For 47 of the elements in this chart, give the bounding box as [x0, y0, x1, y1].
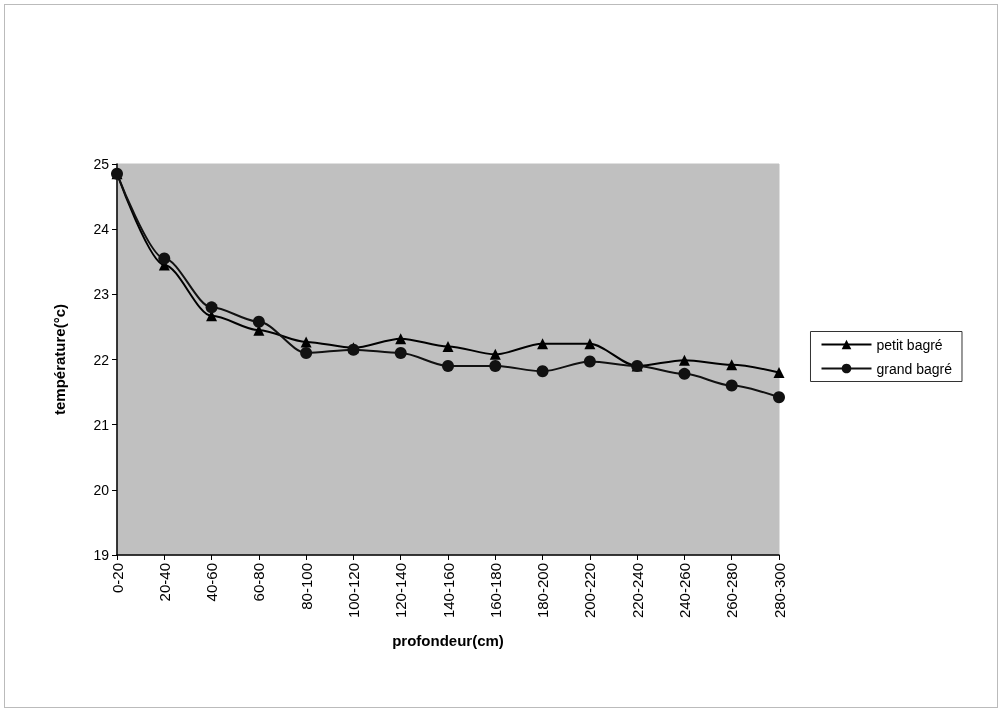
x-tick-label: 240-260 [675, 563, 693, 619]
point [300, 346, 313, 359]
point [205, 301, 218, 314]
x-tick-label: 160-180 [486, 563, 504, 619]
x-tick-label: 60-80 [250, 563, 268, 602]
legend-label: grand bagré [876, 360, 953, 377]
y-tick-label: 20 [93, 481, 110, 498]
x-tick-label: 80-100 [297, 563, 315, 610]
point [584, 338, 596, 350]
y-tick-label: 23 [93, 286, 110, 303]
point [725, 379, 738, 392]
point [442, 360, 454, 373]
point [300, 336, 312, 348]
point [536, 365, 549, 378]
point [252, 315, 265, 328]
legend-label: petit bagré [876, 336, 943, 353]
point [678, 354, 690, 366]
point [158, 252, 171, 265]
x-tick-label: 200-220 [581, 563, 599, 619]
point [537, 338, 549, 350]
point [678, 367, 691, 380]
x-tick-label: 40-60 [203, 563, 221, 602]
x-tick-label: 140-160 [439, 563, 457, 619]
x-tick-label: 0-20 [108, 563, 126, 594]
y-axis-title: température(°c) [51, 303, 68, 416]
y-tick-label: 19 [93, 547, 110, 563]
point [773, 391, 785, 404]
x-tick-label: 120-140 [392, 563, 410, 619]
y-tick-label: 22 [93, 351, 110, 368]
x-axis-title: profondeur(cm) [392, 632, 504, 649]
point [395, 333, 407, 345]
y-tick-label: 25 [93, 156, 110, 172]
point [489, 348, 501, 360]
point [726, 359, 738, 371]
point [442, 340, 454, 352]
y-tick-label: 21 [93, 416, 110, 433]
x-tick-label: 100-120 [344, 563, 362, 619]
y-tick-label: 24 [93, 221, 110, 238]
point [394, 346, 407, 359]
x-tick-label: 280-300 [770, 563, 788, 619]
point [489, 360, 502, 373]
x-tick-label: 180-200 [534, 563, 552, 619]
x-tick-label: 220-240 [628, 563, 646, 619]
x-tick-label: 260-280 [723, 563, 741, 619]
x-tick-label: 20-40 [155, 563, 173, 602]
point [583, 355, 596, 368]
point [773, 367, 785, 379]
